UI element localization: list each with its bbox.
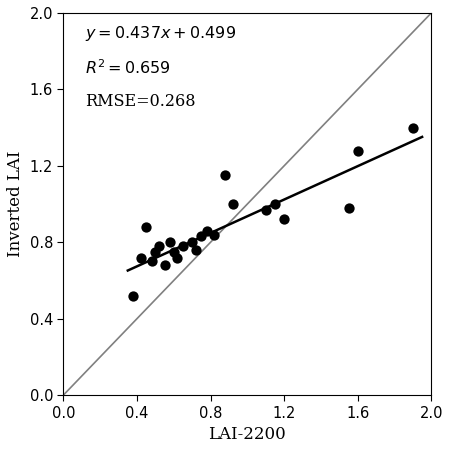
Point xyxy=(143,223,150,230)
Point xyxy=(345,204,352,212)
Text: $y = 0.437x + 0.499$: $y = 0.437x + 0.499$ xyxy=(86,24,237,43)
Point xyxy=(211,231,218,238)
Point xyxy=(170,248,177,256)
Point xyxy=(198,233,205,240)
Point xyxy=(148,258,155,265)
Point xyxy=(152,248,159,256)
Point xyxy=(189,238,196,246)
Point xyxy=(137,254,144,261)
Point xyxy=(155,243,162,250)
Text: $R^2 = 0.659$: $R^2 = 0.659$ xyxy=(86,59,171,77)
Point xyxy=(262,206,270,213)
Point xyxy=(354,147,361,154)
Point xyxy=(192,246,199,253)
Point xyxy=(222,172,229,179)
Text: RMSE=0.268: RMSE=0.268 xyxy=(86,93,196,110)
Point xyxy=(166,238,174,246)
Point xyxy=(174,254,181,261)
Point xyxy=(180,243,187,250)
Point xyxy=(280,216,288,223)
Point xyxy=(229,200,236,207)
Point xyxy=(130,292,137,299)
X-axis label: LAI-2200: LAI-2200 xyxy=(208,426,286,443)
Point xyxy=(410,124,417,131)
Point xyxy=(271,200,279,207)
Point xyxy=(161,261,168,269)
Y-axis label: Inverted LAI: Inverted LAI xyxy=(7,151,24,257)
Point xyxy=(203,227,211,234)
